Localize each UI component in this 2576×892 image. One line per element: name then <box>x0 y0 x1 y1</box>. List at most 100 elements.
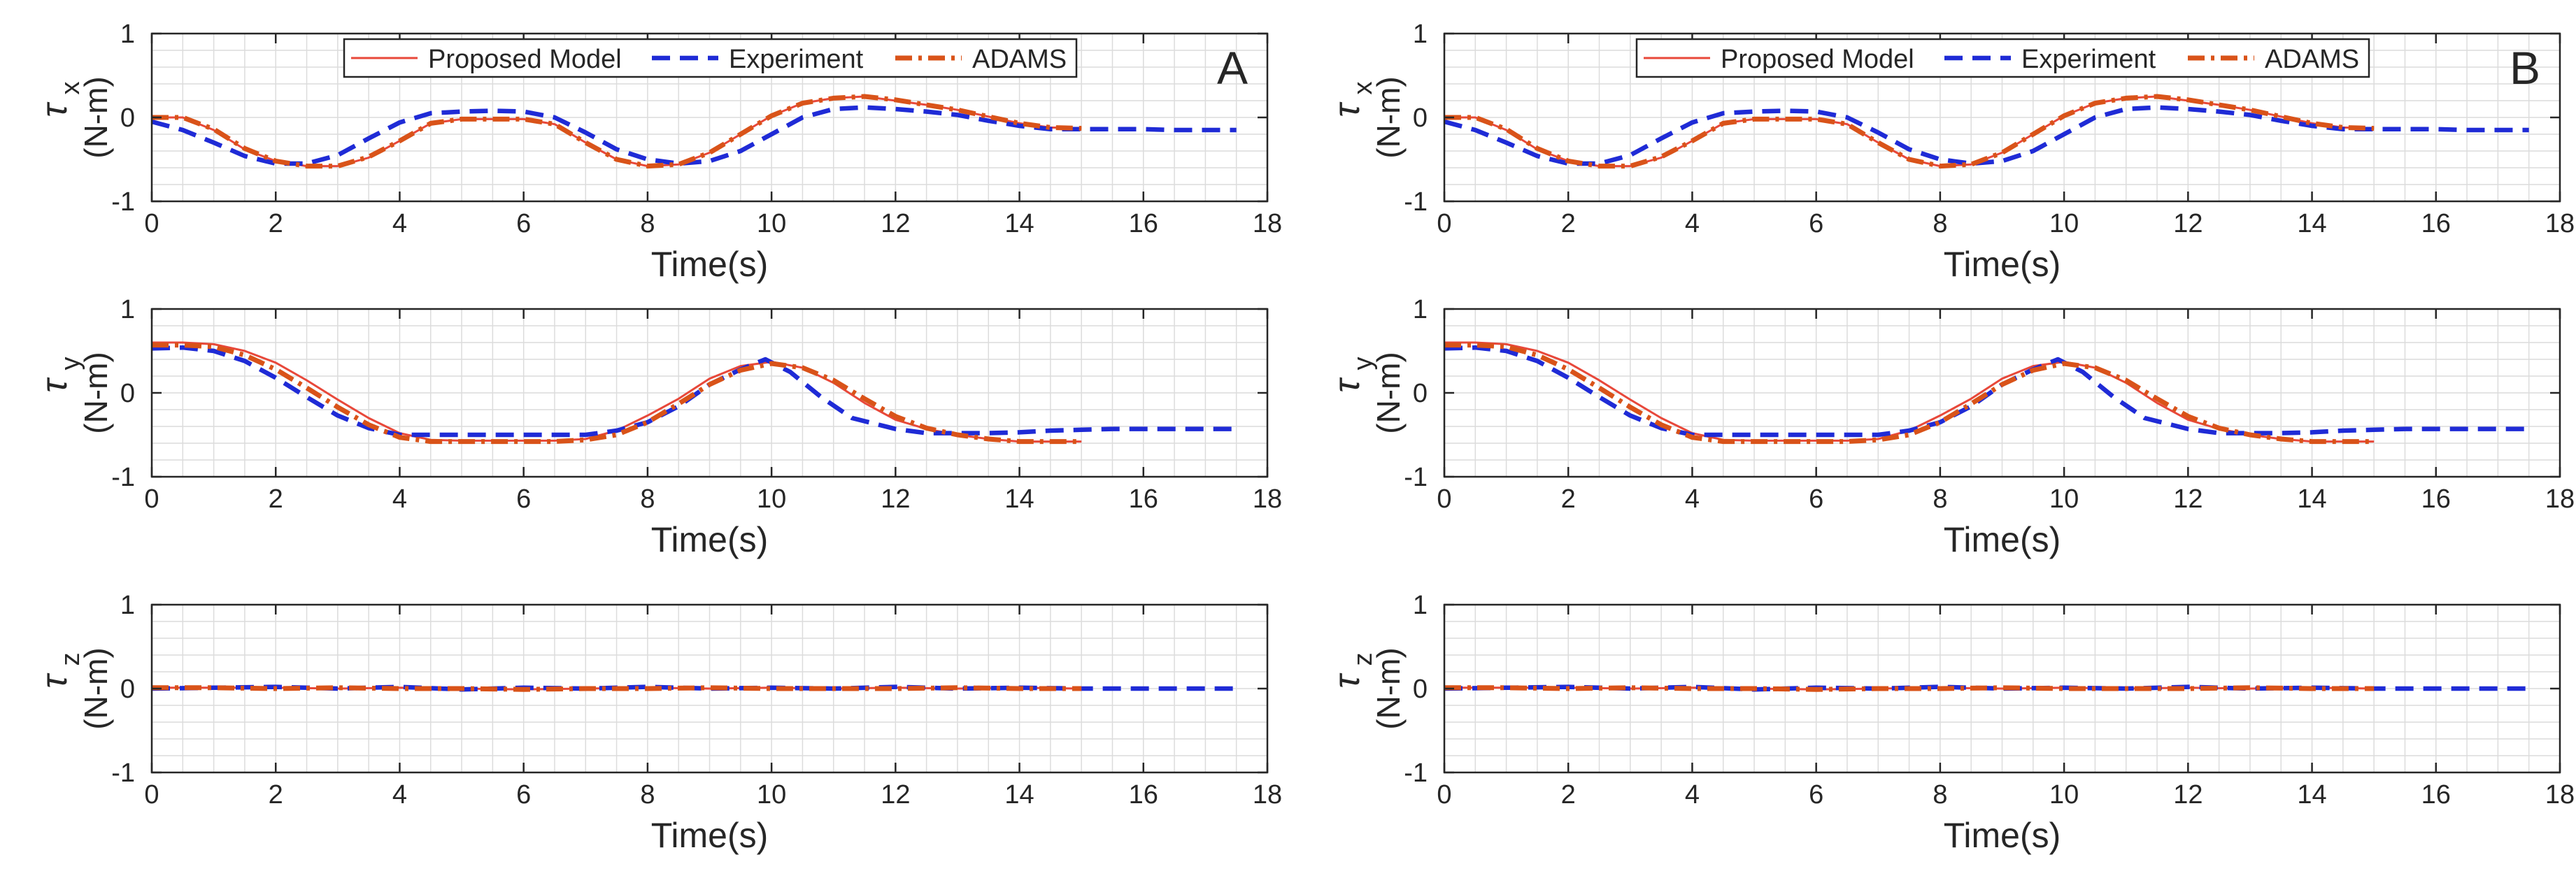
x-tick-label: 10 <box>2049 780 2079 810</box>
chart-A-2: 0 2 4 6 8 10 12 14 16 18 -1 0 1 Time(s) τy(N-m) <box>34 295 1282 559</box>
y-axis-label: τz(N-m) <box>1327 647 1407 730</box>
x-tick-label: 16 <box>2421 209 2451 238</box>
y-axis-label: τx(N-m) <box>1327 76 1407 159</box>
y-axis-subscript: x <box>56 82 85 95</box>
series-line-adams <box>1444 685 2375 692</box>
x-tick-label: 2 <box>1561 780 1576 810</box>
series-line-adams <box>1444 94 2375 169</box>
x-tick-label: 14 <box>1004 484 1034 514</box>
y-tick-label: -1 <box>1404 463 1428 492</box>
panel-label-A: A <box>1217 42 1248 94</box>
y-tick-label: 0 <box>120 675 135 704</box>
x-tick-label: 0 <box>144 209 159 238</box>
x-tick-label: 10 <box>757 780 786 810</box>
x-tick-label: 0 <box>1437 209 1451 238</box>
x-tick-label: 8 <box>1933 209 1947 238</box>
y-axis-symbol: τ <box>1327 377 1367 393</box>
x-axis-label: Time(s) <box>651 816 769 855</box>
x-tick-label: 8 <box>640 209 655 238</box>
x-tick-label: 18 <box>1253 209 1282 238</box>
y-axis-units: (N-m) <box>78 76 114 159</box>
chart-A-1: 0 2 4 6 8 10 12 14 16 18 -1 0 1 Time(s) τx(N-m) Propose… <box>34 20 1282 284</box>
y-tick-label: 1 <box>1413 20 1428 49</box>
y-axis-symbol: τ <box>34 101 75 117</box>
x-tick-label: 12 <box>2173 484 2203 514</box>
x-tick-label: 16 <box>2421 484 2451 514</box>
x-tick-label: 10 <box>757 484 786 514</box>
legend-label: Proposed Model <box>1721 45 1914 74</box>
chart-B-2: 0 2 4 6 8 10 12 14 16 18 -1 0 1 Time(s) τy(N-m) <box>1327 295 2575 559</box>
x-tick-label: 2 <box>269 484 283 514</box>
x-tick-label: 14 <box>2297 484 2326 514</box>
x-tick-label: 18 <box>1253 484 1282 514</box>
series-line-adams <box>1444 343 2375 445</box>
y-axis-subscript: x <box>1349 82 1378 95</box>
x-tick-label: 4 <box>1685 209 1700 238</box>
chart-A-3: 0 2 4 6 8 10 12 14 16 18 -1 0 1 Time(s) τz(N-m) <box>34 591 1282 855</box>
chart-B-1: 0 2 4 6 8 10 12 14 16 18 -1 0 1 Time(s) τx(N-m) Propose… <box>1327 20 2575 284</box>
legend-label: ADAMS <box>972 45 1067 74</box>
y-axis-units: (N-m) <box>1370 352 1407 434</box>
y-tick-label: -1 <box>111 187 135 217</box>
x-tick-label: 16 <box>2421 780 2451 810</box>
y-axis-symbol: τ <box>34 672 75 689</box>
x-tick-label: 14 <box>1004 780 1034 810</box>
x-tick-label: 8 <box>1933 780 1947 810</box>
x-tick-label: 6 <box>1809 209 1823 238</box>
x-tick-label: 4 <box>392 780 407 810</box>
y-axis-label: τy(N-m) <box>34 352 114 434</box>
x-tick-label: 6 <box>1809 780 1823 810</box>
x-tick-label: 16 <box>1129 209 1158 238</box>
series-line-adams <box>152 685 1082 692</box>
x-tick-label: 12 <box>2173 780 2203 810</box>
y-tick-label: 0 <box>120 379 135 408</box>
y-tick-label: -1 <box>1404 758 1428 788</box>
y-axis-symbol: τ <box>1327 101 1367 117</box>
x-tick-label: 0 <box>144 780 159 810</box>
y-axis-subscript: y <box>56 357 85 371</box>
legend: Proposed Model Experiment ADAMS <box>1635 38 2370 78</box>
x-axis-label: Time(s) <box>651 245 769 284</box>
panel-label-B: B <box>2510 42 2540 94</box>
y-tick-label: 1 <box>1413 591 1428 620</box>
y-axis-subscript: z <box>56 653 85 666</box>
x-tick-label: 14 <box>2297 780 2326 810</box>
y-axis-subscript: z <box>1349 653 1378 666</box>
x-tick-label: 10 <box>2049 209 2079 238</box>
x-axis-label: Time(s) <box>1944 520 2061 559</box>
x-tick-label: 2 <box>1561 484 1576 514</box>
series-line-experiment <box>152 105 1237 166</box>
y-axis-label: τy(N-m) <box>1327 352 1407 434</box>
legend: Proposed Model Experiment ADAMS <box>343 38 1078 78</box>
series-line-adams <box>152 94 1082 169</box>
x-tick-label: 2 <box>269 209 283 238</box>
chart-B-3: 0 2 4 6 8 10 12 14 16 18 -1 0 1 Time(s) τz(N-m) <box>1327 591 2575 855</box>
series-line-adams <box>152 343 1082 445</box>
y-axis-units: (N-m) <box>78 647 114 730</box>
x-tick-label: 12 <box>881 484 910 514</box>
x-tick-label: 6 <box>1809 484 1823 514</box>
y-axis-label: τz(N-m) <box>34 647 114 730</box>
x-tick-label: 18 <box>2545 780 2575 810</box>
x-tick-label: 12 <box>881 209 910 238</box>
y-tick-label: -1 <box>1404 187 1428 217</box>
x-tick-label: 8 <box>640 484 655 514</box>
legend-label: Proposed Model <box>428 45 622 74</box>
y-axis-subscript: y <box>1349 357 1378 371</box>
x-tick-label: 14 <box>1004 209 1034 238</box>
x-tick-label: 0 <box>1437 780 1451 810</box>
x-tick-label: 14 <box>2297 209 2326 238</box>
series-line-experiment <box>1444 105 2529 166</box>
y-tick-label: 1 <box>120 591 135 620</box>
legend-label: ADAMS <box>2265 45 2359 74</box>
x-tick-label: 4 <box>392 484 407 514</box>
x-tick-label: 18 <box>2545 484 2575 514</box>
y-tick-label: 1 <box>120 295 135 324</box>
x-tick-label: 10 <box>757 209 786 238</box>
x-axis-label: Time(s) <box>651 520 769 559</box>
x-tick-label: 6 <box>516 209 531 238</box>
x-tick-label: 18 <box>1253 780 1282 810</box>
y-tick-label: -1 <box>111 463 135 492</box>
y-tick-label: -1 <box>111 758 135 788</box>
